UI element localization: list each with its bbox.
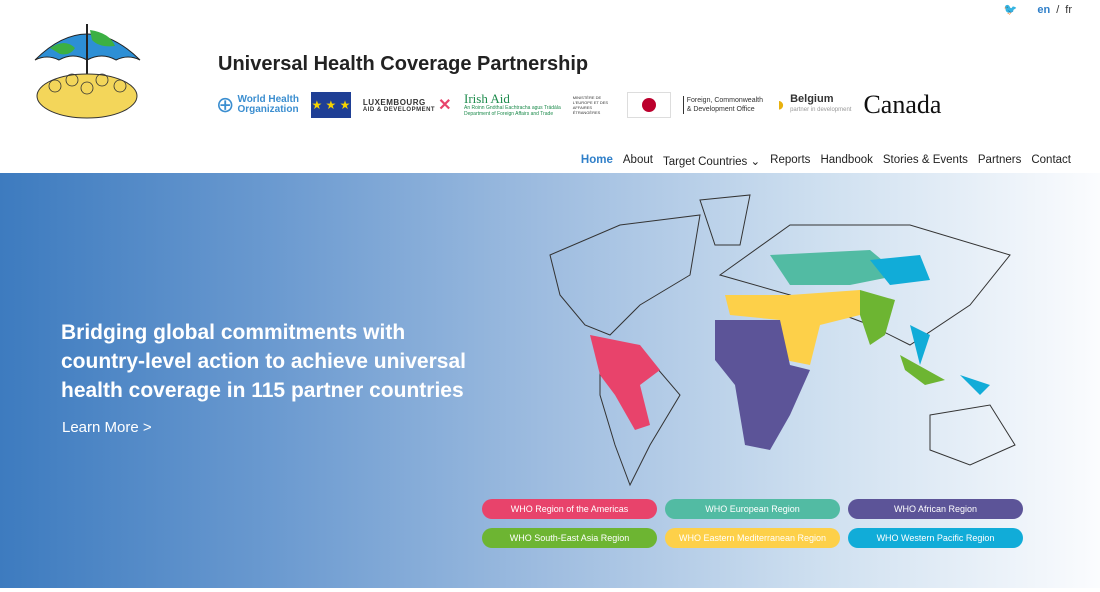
twitter-icon[interactable]: 🐦 [1003, 4, 1018, 16]
nav-about[interactable]: About [622, 154, 653, 166]
hero-banner: Bridging global commitments with country… [0, 173, 1100, 588]
region-south-east-asia [860, 290, 945, 385]
who-logo[interactable]: ⊕ World Health Organization [216, 92, 299, 117]
region-legend: WHO Region of the Americas WHO European … [482, 499, 1023, 548]
japan-flag-logo[interactable] [626, 92, 671, 118]
greenland-outline [699, 194, 751, 246]
nav-partners[interactable]: Partners [977, 154, 1022, 166]
region-european-button[interactable]: WHO European Region [665, 499, 840, 519]
eu-flag-logo[interactable]: ★ ★ ★ [310, 92, 351, 118]
nav-handbook[interactable]: Handbook [820, 154, 873, 166]
irish-aid-logo[interactable]: Irish Aid An Roinn Gnóthaí Eachtracha agu… [464, 91, 561, 117]
lang-separator: / [1056, 3, 1060, 16]
north-america-outline [549, 214, 701, 336]
belgium-logo[interactable]: ◗ Belgium partner in development [775, 93, 852, 116]
world-map[interactable] [490, 185, 1050, 495]
hero-text: Bridging global commitments with country… [61, 318, 481, 436]
site-title: Universal Health Coverage Partnership [218, 53, 589, 75]
learn-more-link[interactable]: Learn More > [62, 419, 152, 436]
canada-logo[interactable]: Canada [863, 90, 942, 119]
lang-en-link[interactable]: en [1037, 3, 1051, 16]
uhc-partnership-logo[interactable] [30, 18, 145, 123]
france-ministry-logo[interactable]: MINISTÈRE DE L'EUROPE ET DES AFFAIRES ÉT… [572, 95, 609, 115]
region-european [770, 250, 900, 285]
lang-fr-link[interactable]: fr [1065, 3, 1072, 16]
region-eastern-mediterranean [725, 290, 860, 365]
region-african-button[interactable]: WHO African Region [848, 499, 1023, 519]
region-eastern-mediterranean-button[interactable]: WHO Eastern Mediterranean Region [665, 528, 840, 548]
luxembourg-logo[interactable]: LUXEMBOURG AID & DEVELOPMENT ✕ [362, 97, 452, 114]
region-americas [590, 335, 660, 430]
region-western-pacific [870, 255, 990, 395]
nav-stories-events[interactable]: Stories & Events [882, 154, 968, 166]
region-south-east-asia-button[interactable]: WHO South-East Asia Region [482, 528, 657, 548]
hero-headline: Bridging global commitments with country… [61, 321, 466, 402]
nav-reports[interactable]: Reports [770, 154, 811, 166]
uk-fcdo-logo[interactable]: Foreign, Commonwealth & Development Offic… [682, 96, 763, 114]
region-african [715, 320, 810, 450]
nav-home[interactable]: Home [580, 154, 613, 166]
main-nav: Home About Target Countries ⌄ Reports Ha… [581, 154, 1071, 168]
nav-contact[interactable]: Contact [1031, 154, 1071, 166]
partner-logos: ⊕ World Health Organization ★ ★ ★ LUXEMBOU… [216, 88, 941, 122]
nav-target-countries[interactable]: Target Countries ⌄ [662, 156, 761, 168]
region-western-pacific-button[interactable]: WHO Western Pacific Region [848, 528, 1023, 548]
top-bar: 🐦 en / fr [1003, 3, 1072, 17]
region-americas-button[interactable]: WHO Region of the Americas [482, 499, 657, 519]
australia-outline [929, 404, 1016, 466]
